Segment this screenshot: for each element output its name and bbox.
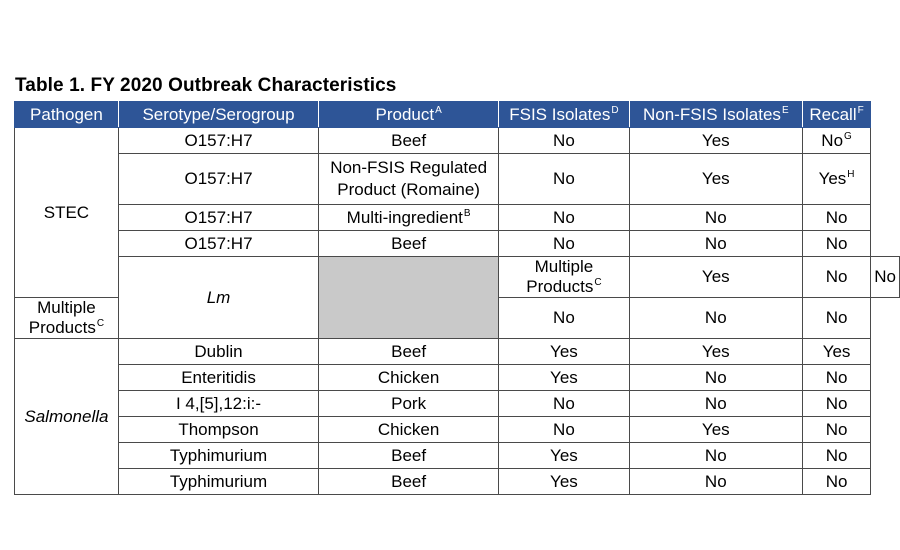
recall-cell: No — [801, 468, 872, 495]
non-fsis-cell: No — [628, 442, 803, 469]
non-fsis-cell: Yes — [628, 338, 803, 365]
header-non-fsis-isolates: Non-FSIS IsolatesE — [628, 101, 803, 128]
non-fsis-cell: Yes — [628, 127, 803, 154]
non-fsis-cell: No — [628, 390, 803, 417]
recall-cell: No — [801, 390, 872, 417]
footnote-marker: F — [857, 104, 864, 116]
fsis-cell: No — [498, 127, 630, 154]
table-row: Typhimurium Beef Yes No No — [15, 468, 900, 495]
product-cell: Beef — [318, 442, 500, 469]
product-cell: Beef — [318, 468, 500, 495]
table-row: O157:H7 Non-FSIS Regulated Product (Roma… — [15, 153, 900, 205]
table-row: STEC O157:H7 Beef No Yes NoG — [14, 127, 900, 298]
footnote-marker: A — [435, 104, 442, 116]
non-fsis-cell: Yes — [628, 153, 803, 205]
pathogen-salmonella: Salmonella — [14, 338, 119, 495]
table-row: Multiple ProductsC No No No — [14, 297, 900, 339]
product-cell: Beef — [318, 338, 500, 365]
fsis-cell: No — [498, 390, 630, 417]
non-fsis-cell: No — [801, 256, 872, 298]
product-cell: Beef — [318, 127, 500, 154]
table-row: Typhimurium Beef Yes No No — [15, 442, 900, 469]
product-cell: Multiple ProductsC — [14, 297, 119, 339]
serotype-cell: Typhimurium — [117, 442, 320, 469]
recall-cell: No — [870, 256, 900, 298]
recall-cell: YesH — [801, 153, 872, 205]
recall-cell: Yes — [801, 338, 872, 365]
fsis-cell: No — [498, 230, 630, 257]
recall-cell: No — [801, 364, 872, 391]
header-recall: RecallF — [801, 101, 872, 128]
serotype-cell: O157:H7 — [117, 153, 320, 205]
serotype-cell: Dublin — [117, 338, 320, 365]
recall-cell: No — [801, 297, 872, 339]
recall-cell: No — [801, 204, 872, 231]
serotype-cell: O157:H7 — [117, 230, 320, 257]
header-row: Pathogen Serotype/Serogroup ProductA FSI… — [14, 101, 900, 128]
product-line: Non-FSIS Regulated — [330, 158, 488, 177]
fsis-cell: No — [498, 204, 630, 231]
product-cell: Non-FSIS Regulated Product (Romaine) — [318, 153, 500, 205]
footnote-marker: C — [594, 277, 602, 288]
serotype-cell: Typhimurium — [117, 468, 320, 495]
outbreak-table: Pathogen Serotype/Serogroup ProductA FSI… — [14, 101, 900, 495]
product-line: Product (Romaine) — [337, 180, 480, 199]
table-row: Salmonella Dublin Beef Yes Yes Yes — [14, 338, 900, 495]
non-fsis-cell: Yes — [628, 416, 803, 443]
product-cell: Pork — [318, 390, 500, 417]
header-fsis-isolates: FSIS IsolatesD — [498, 101, 630, 128]
non-fsis-cell: No — [628, 204, 803, 231]
footnote-marker: C — [96, 318, 105, 329]
recall-cell: No — [801, 230, 872, 257]
pathogen-lm: Lm — [117, 256, 320, 339]
table-row: O157:H7 Beef No No No — [15, 230, 900, 257]
non-fsis-cell: No — [628, 468, 803, 495]
fsis-cell: No — [498, 153, 630, 205]
footnote-marker: D — [611, 104, 619, 116]
recall-cell: NoG — [801, 127, 872, 154]
table-row: O157:H7 Multi-ingredientB No No No — [15, 204, 900, 231]
header-serotype: Serotype/Serogroup — [117, 101, 320, 128]
product-cell: Chicken — [318, 364, 500, 391]
fsis-cell: Yes — [498, 364, 630, 391]
header-product: ProductA — [318, 101, 500, 128]
header-pathogen: Pathogen — [14, 101, 119, 128]
footnote-marker: B — [463, 207, 471, 219]
fsis-cell: Yes — [628, 256, 803, 298]
footnote-marker: E — [781, 104, 789, 116]
table-row: Enteritidis Chicken Yes No No — [15, 364, 900, 391]
footnote-marker: H — [847, 169, 855, 180]
recall-cell: No — [801, 416, 872, 443]
product-cell: Multi-ingredientB — [318, 204, 500, 231]
pathogen-stec: STEC — [14, 127, 119, 298]
non-fsis-cell: No — [628, 364, 803, 391]
product-cell: Beef — [318, 230, 500, 257]
fsis-cell: No — [498, 297, 630, 339]
table-caption: Table 1. FY 2020 Outbreak Characteristic… — [15, 75, 397, 96]
table-row: I 4,[5],12:i:- Pork No No No — [15, 390, 900, 417]
product-cell: Chicken — [318, 416, 500, 443]
serotype-cell: I 4,[5],12:i:- — [117, 390, 320, 417]
table-row: Lm Multiple ProductsC Yes No No — [15, 256, 900, 339]
recall-cell: No — [801, 442, 872, 469]
footnote-marker: G — [844, 130, 852, 142]
serotype-cell-blank — [318, 256, 500, 339]
table-row: Thompson Chicken No Yes No — [15, 416, 900, 443]
fsis-cell: Yes — [498, 442, 630, 469]
serotype-cell: O157:H7 — [117, 127, 320, 154]
non-fsis-cell: No — [628, 230, 803, 257]
fsis-cell: Yes — [498, 338, 630, 365]
product-cell: Multiple ProductsC — [498, 256, 630, 298]
serotype-cell: Thompson — [117, 416, 320, 443]
fsis-cell: Yes — [498, 468, 630, 495]
serotype-cell: Enteritidis — [117, 364, 320, 391]
fsis-cell: No — [498, 416, 630, 443]
non-fsis-cell: No — [628, 297, 803, 339]
serotype-cell: O157:H7 — [117, 204, 320, 231]
